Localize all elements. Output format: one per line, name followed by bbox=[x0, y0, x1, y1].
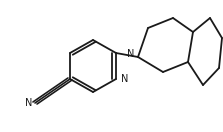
Text: N: N bbox=[25, 98, 32, 108]
Text: N: N bbox=[127, 49, 134, 59]
Text: N: N bbox=[121, 74, 128, 84]
